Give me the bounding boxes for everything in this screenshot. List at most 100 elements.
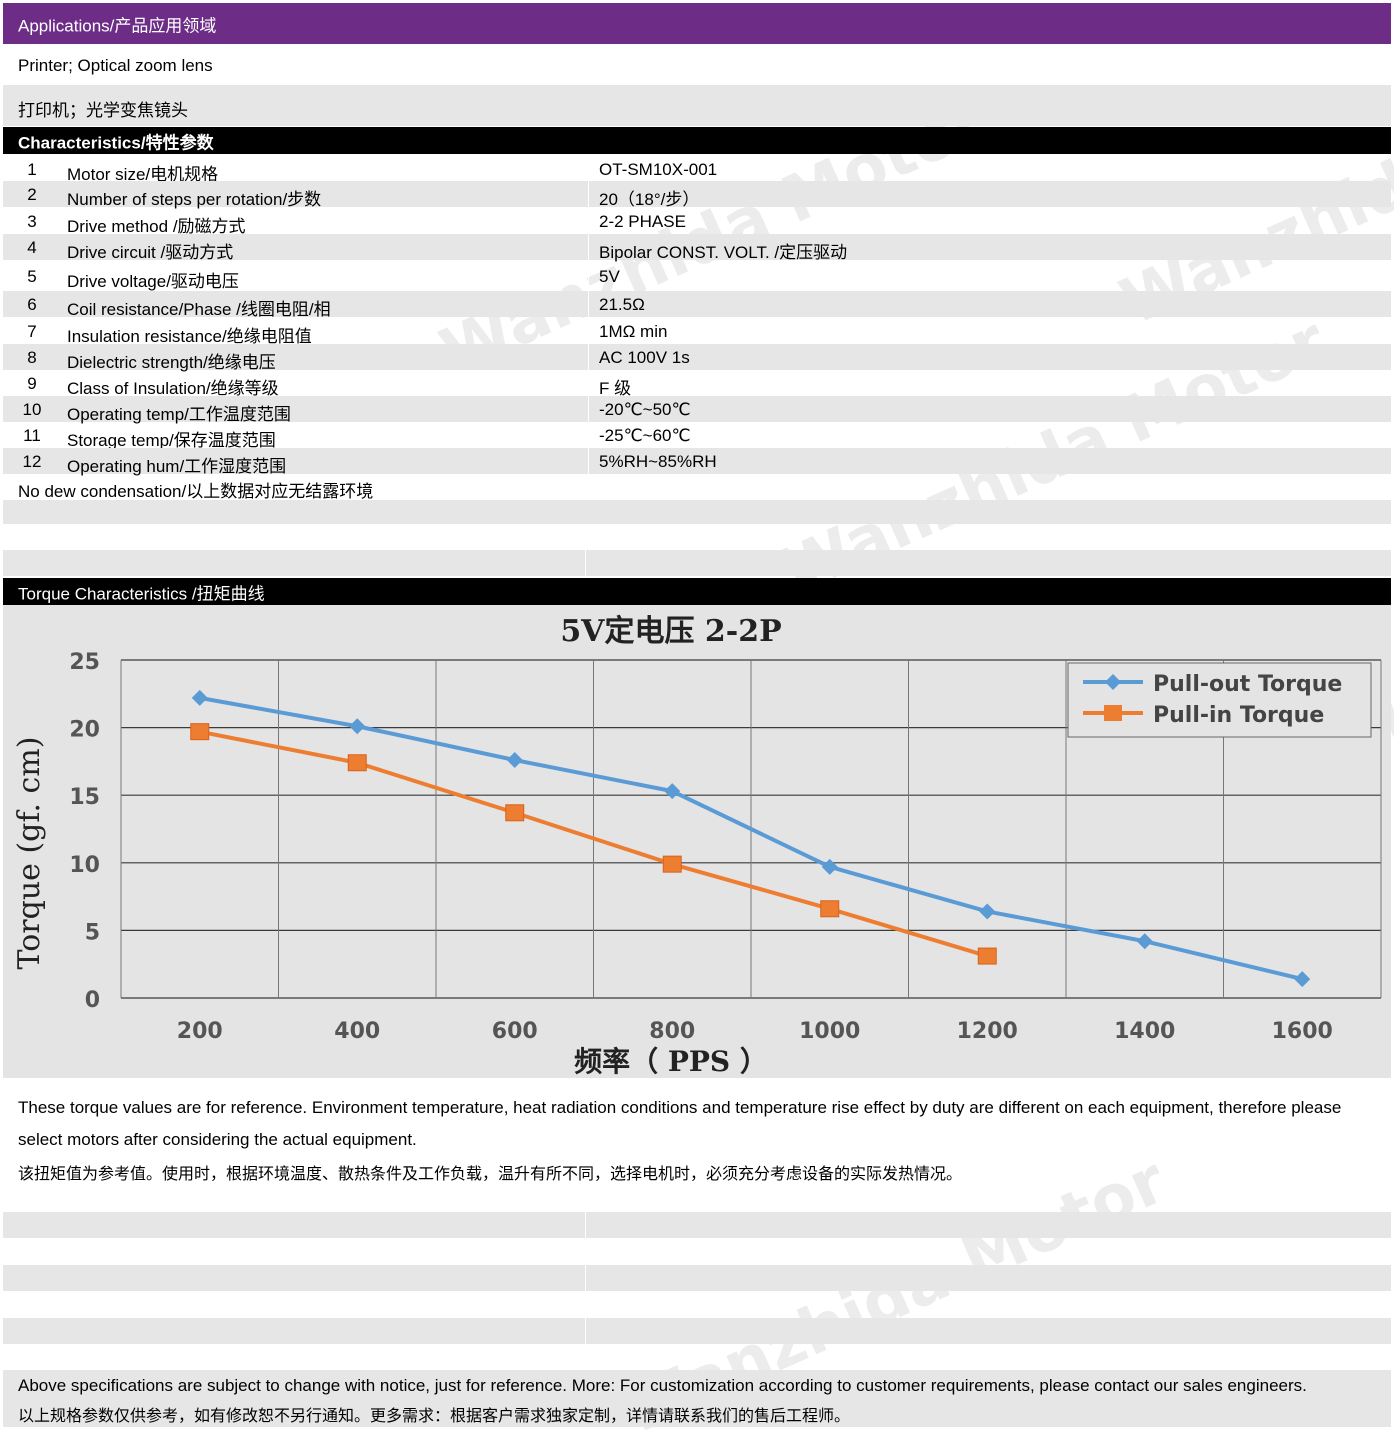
row-value: -25℃~60℃: [599, 426, 691, 445]
row-number: 12: [22, 452, 42, 471]
row-label: Motor size/电机规格: [67, 165, 219, 184]
row-value: 5V: [599, 267, 620, 286]
row-label: Class of Insulation/绝缘等级: [67, 379, 279, 398]
column-divider: [585, 550, 586, 576]
pull-out-torque-point: [979, 903, 996, 920]
column-divider: [588, 156, 589, 182]
pull-in-torque-point: [820, 900, 840, 918]
pull-out-torque-point: [1294, 971, 1311, 988]
row-value: AC 100V 1s: [599, 348, 690, 367]
applications-row-en: Printer; Optical zoom lens: [3, 44, 1391, 85]
y-tick-label: 10: [69, 853, 100, 878]
column-divider: [588, 208, 589, 234]
spacer-row: [3, 1265, 1391, 1291]
torque-header: Torque Characteristics /扭矩曲线: [3, 578, 1391, 605]
row-value: 20（18°/步）: [599, 190, 700, 209]
pull-out-torque-point: [349, 718, 366, 735]
characteristics-title: Characteristics/特性参数: [18, 133, 214, 152]
torque-note-cn: 该扭矩值为参考值。使用时，根据环境温度、散热条件及工作负载，温升有所不同，选择电…: [18, 1166, 963, 1183]
applications-text-en: Printer; Optical zoom lens: [18, 56, 213, 75]
y-tick-label: 20: [69, 718, 100, 743]
table-row: 5 Drive voltage/驱动电压 5V: [3, 263, 1391, 291]
torque-note-en-2: select motors after considering the actu…: [18, 1130, 417, 1149]
torque-chart: 0 5 10 15 20 25 200 400 600 800 1000 1200 1400 1600 5…: [3, 605, 1391, 1078]
pull-in-torque-point: [977, 947, 997, 965]
row-value: Bipolar CONST. VOLT. /定压驱动: [599, 243, 848, 262]
row-label: Operating temp/工作温度范围: [67, 405, 291, 424]
x-tick-label: 1000: [799, 1019, 860, 1044]
x-tick-label: 600: [492, 1019, 538, 1044]
pull-in-torque-point: [505, 804, 525, 822]
column-divider: [585, 1265, 586, 1291]
row-label: Dielectric strength/绝缘电压: [67, 353, 276, 372]
y-tick-label: 0: [85, 988, 100, 1013]
column-divider: [588, 291, 589, 317]
column-divider: [588, 318, 589, 344]
row-number: 5: [27, 267, 37, 286]
table-row: 11 Storage temp/保存温度范围 -25℃~60℃: [3, 422, 1391, 450]
row-value: 1MΩ min: [599, 322, 668, 341]
table-row: 3 Drive method /励磁方式 2-2 PHASE: [3, 208, 1391, 236]
table-row: 7 Insulation resistance/绝缘电阻值 1MΩ min: [3, 318, 1391, 346]
chart-series: [190, 689, 1311, 988]
column-divider: [588, 448, 589, 474]
pull-in-torque-point: [662, 855, 682, 873]
row-value: OT-SM10X-001: [599, 160, 718, 179]
column-divider: [588, 263, 589, 289]
table-row: 9 Class of Insulation/绝缘等级 F 级: [3, 370, 1391, 398]
row-label: Storage temp/保存温度范围: [67, 431, 276, 450]
applications-title: Applications/产品应用领域: [18, 16, 217, 35]
legend-label: Pull-out Torque: [1153, 672, 1342, 697]
row-number: 11: [23, 426, 41, 445]
row-label: Insulation resistance/绝缘电阻值: [67, 327, 312, 346]
pull-out-torque-point: [506, 752, 523, 769]
row-label: Drive method /励磁方式: [67, 217, 246, 236]
table-row: 12 Operating hum/工作湿度范围 5%RH~85%RH: [3, 448, 1391, 476]
x-tick-label: 400: [334, 1019, 380, 1044]
row-value: 5%RH~85%RH: [599, 452, 717, 471]
row-value: -20℃~50℃: [599, 400, 691, 419]
spacer-row: [3, 550, 1391, 576]
row-number: 9: [27, 374, 37, 393]
chart-ylabel: Torque (gf. cm): [12, 737, 47, 970]
applications-row-cn: 打印机；光学变焦镜头: [3, 85, 1391, 126]
pull-out-torque-point: [664, 783, 681, 800]
x-tick-label: 1200: [957, 1019, 1018, 1044]
table-row: 8 Dielectric strength/绝缘电压 AC 100V 1s: [3, 344, 1391, 372]
torque-title: Torque Characteristics /扭矩曲线: [18, 584, 265, 603]
y-tick-label: 15: [69, 785, 100, 810]
spacer-row: [3, 1212, 1391, 1238]
pull-out-torque-line: [199, 695, 1303, 982]
y-tick-label: 25: [69, 650, 100, 675]
row-label: Operating hum/工作湿度范围: [67, 457, 287, 476]
footer-text-cn: 以上规格参数仅供参考，如有修改恕不另行通知。更多需求：根据客户需求独家定制，详情…: [18, 1408, 851, 1425]
row-label: Drive circuit /驱动方式: [67, 243, 234, 262]
table-row: 2 Number of steps per rotation/步数 20（18°/步…: [3, 181, 1391, 209]
footer-text-en: Above specifications are subject to chan…: [18, 1376, 1307, 1395]
table-row: 10 Operating temp/工作温度范围 -20℃~50℃: [3, 396, 1391, 424]
pull-out-torque-point: [821, 858, 838, 875]
row-number: 4: [27, 238, 37, 257]
pull-in-torque-point: [347, 754, 367, 772]
table-row: 6 Coil resistance/Phase /线圈电阻/相 21.5Ω: [3, 291, 1391, 319]
column-divider: [588, 234, 589, 260]
pull-in-torque-point: [190, 723, 210, 741]
table-row: 4 Drive circuit /驱动方式 Bipolar CONST. VOLT.…: [3, 234, 1391, 262]
table-row: 1 Motor size/电机规格 OT-SM10X-001: [3, 156, 1391, 184]
x-tick-label: 200: [177, 1019, 223, 1044]
legend-marker-diamond: [1105, 674, 1121, 690]
spacer-row: [3, 500, 1391, 524]
row-value: F 级: [599, 379, 632, 398]
row-number: 8: [27, 348, 37, 367]
legend-box: [1067, 662, 1372, 738]
x-tick-label: 800: [649, 1019, 695, 1044]
row-label: Drive voltage/驱动电压: [67, 272, 239, 291]
column-divider: [588, 181, 589, 207]
column-divider: [588, 370, 589, 396]
x-tick-label: 1600: [1272, 1019, 1333, 1044]
row-number: 6: [27, 295, 37, 314]
column-divider: [588, 422, 589, 448]
applications-header: Applications/产品应用领域: [3, 3, 1391, 44]
legend-label: Pull-in Torque: [1153, 703, 1324, 728]
x-tick-label: 1400: [1114, 1019, 1175, 1044]
